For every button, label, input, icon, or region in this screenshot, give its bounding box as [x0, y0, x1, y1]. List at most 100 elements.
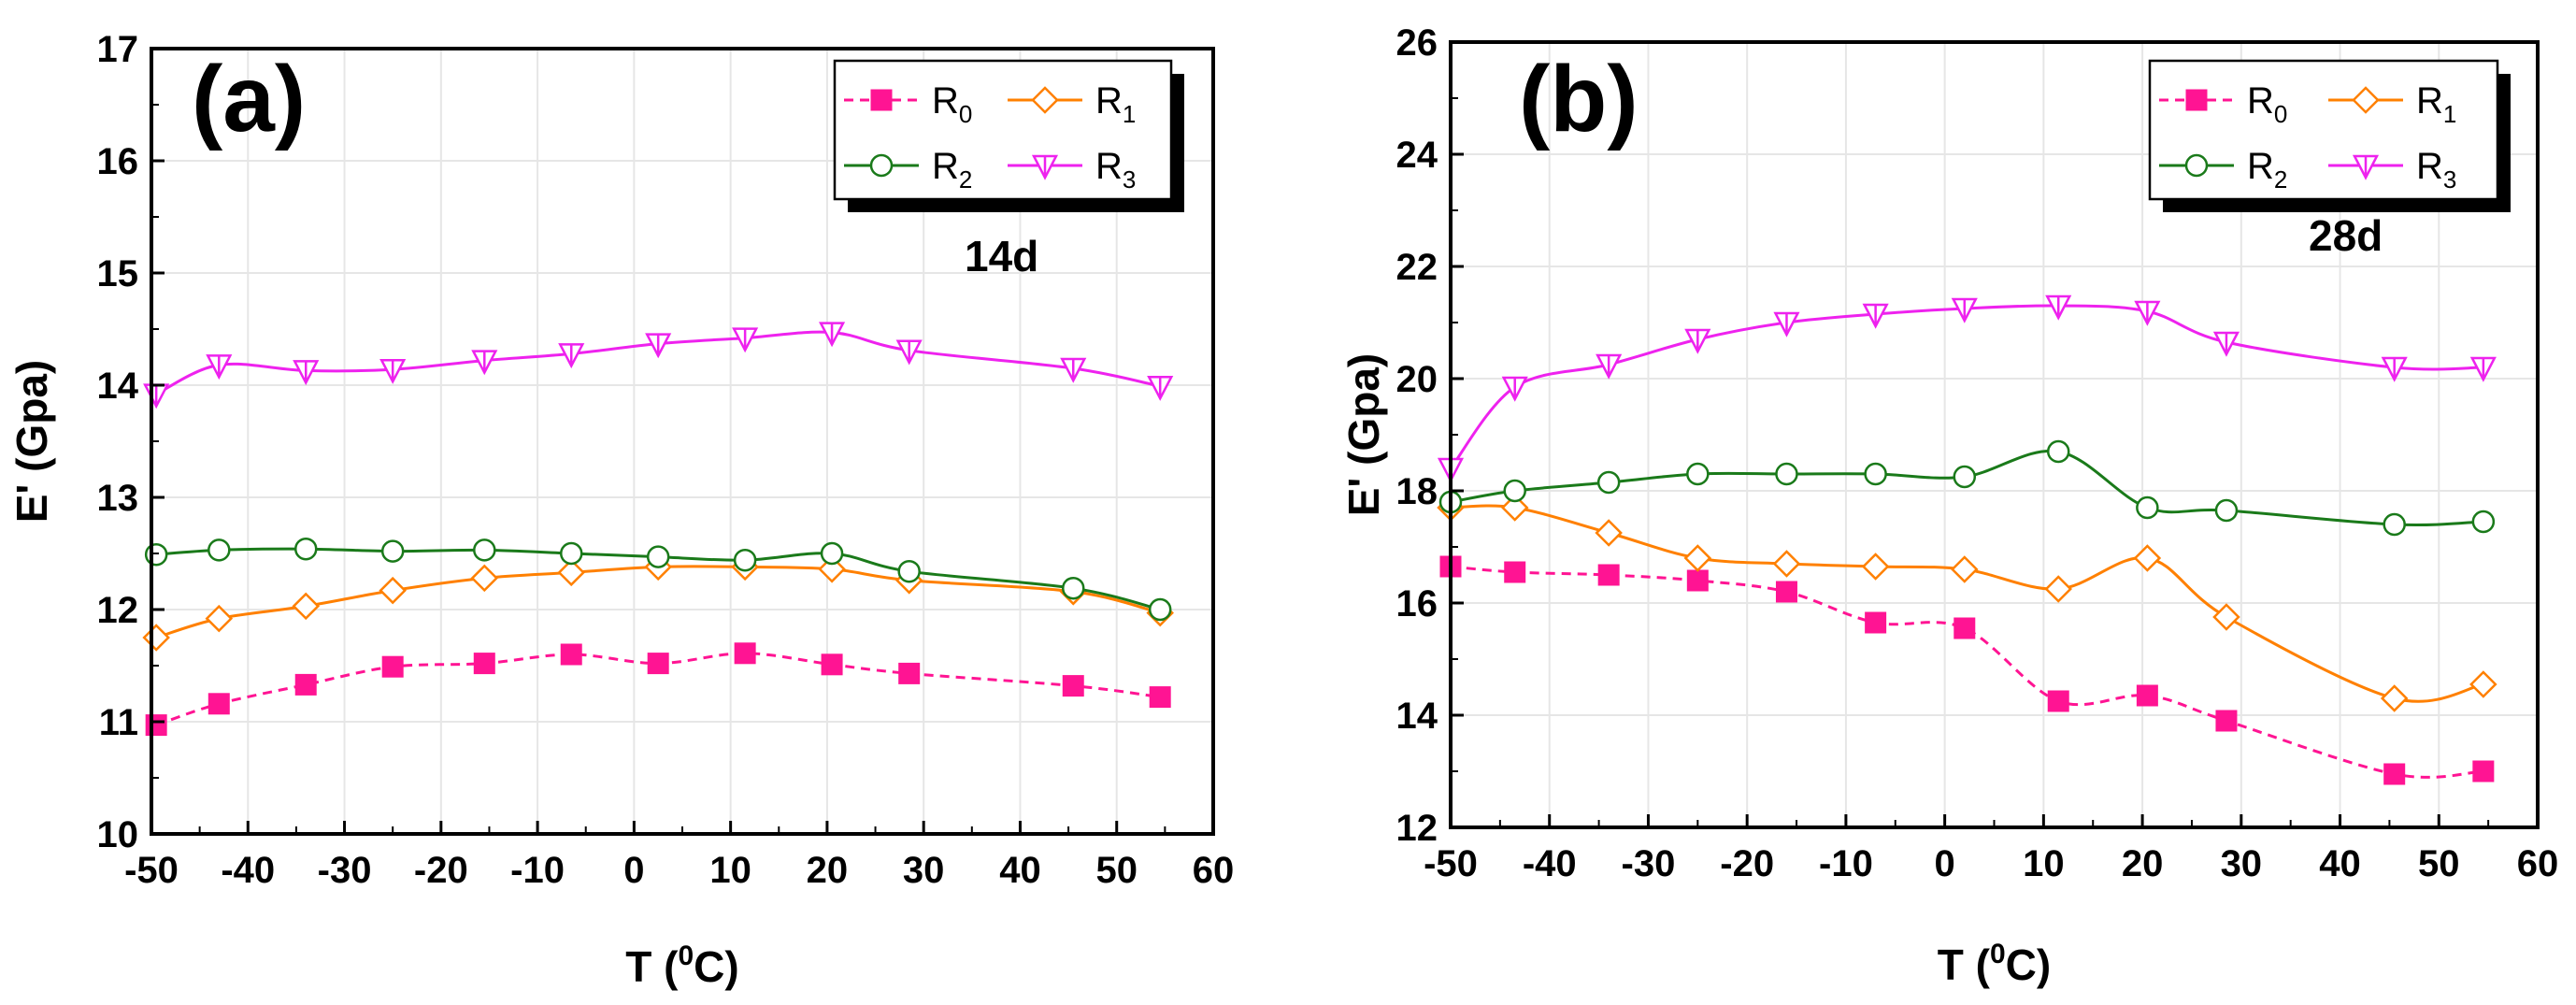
- x-tick-label: -50: [124, 850, 179, 891]
- data-point: [206, 354, 233, 380]
- chart-panel-a: -50 -40 -30 -20 -10 0 10 20 30 40 50 60 10 11 12 13 14 15…: [7, 29, 1234, 991]
- x-tick-label: 40: [2319, 843, 2361, 884]
- data-point: [1953, 465, 1977, 489]
- data-point: [379, 576, 407, 605]
- data-point: [820, 541, 844, 566]
- data-point: [1060, 357, 1087, 383]
- y-ticks: 10 11 12 13 14 15 16 17: [97, 29, 165, 855]
- legend-label: R0: [932, 80, 972, 128]
- x-tick-label: 10: [2023, 843, 2065, 884]
- data-point: [2469, 670, 2497, 698]
- y-tick-label: 22: [1396, 247, 1438, 288]
- data-point: [2136, 495, 2159, 520]
- y-tick-label: 14: [97, 366, 139, 407]
- data-point: [733, 548, 757, 572]
- y-tick-label: 14: [1396, 696, 1438, 737]
- y-tick-label: 10: [97, 814, 139, 855]
- legend: R0 R1 R2 R3: [833, 59, 1184, 212]
- age-label: 28d: [2309, 211, 2383, 260]
- data-point: [1501, 376, 1528, 402]
- data-point: [1684, 328, 1711, 354]
- legend-marker: [2185, 89, 2208, 111]
- data-point: [144, 542, 168, 567]
- x-tick-label: -20: [1720, 843, 1774, 884]
- x-tick-label: -40: [221, 850, 275, 891]
- data-point: [471, 350, 498, 376]
- data-point: [1775, 462, 1798, 486]
- y-tick-label: 17: [97, 29, 139, 70]
- data-point: [2136, 684, 2158, 707]
- x-tick-label: -20: [414, 850, 468, 891]
- series-r3: [143, 322, 1174, 409]
- data-point: [732, 327, 759, 353]
- legend-box: [833, 59, 1173, 201]
- legend-entry: R2: [2159, 146, 2287, 194]
- legend-marker: [2352, 154, 2380, 180]
- y-tick-label: 16: [97, 141, 139, 182]
- data-point: [1951, 297, 1978, 323]
- data-point: [143, 383, 170, 409]
- series-r2: [1438, 439, 2496, 537]
- data-point: [1683, 544, 1712, 572]
- data-point: [2212, 331, 2240, 357]
- y-tick-label: 15: [97, 253, 139, 294]
- legend-label: R1: [2416, 80, 2456, 128]
- y-tick-label: 24: [1396, 135, 1438, 176]
- x-tick-label: -10: [1819, 843, 1873, 884]
- data-point: [208, 538, 231, 562]
- x-tick-label: 20: [807, 850, 849, 891]
- data-point: [821, 653, 843, 676]
- data-point: [1504, 561, 1526, 583]
- data-point: [898, 662, 921, 684]
- series-r1: [142, 553, 1174, 652]
- data-point: [1772, 550, 1801, 578]
- y-ticks: 12 14 16 18 20 22 24 26: [1396, 22, 1464, 849]
- legend-marker: [1031, 86, 1059, 114]
- x-tick-label: 10: [709, 850, 751, 891]
- data-point: [559, 541, 583, 566]
- data-point: [381, 655, 404, 678]
- data-point: [1596, 353, 1623, 380]
- y-tick-label: 12: [1396, 808, 1438, 849]
- data-point: [473, 653, 495, 675]
- data-point: [208, 693, 230, 715]
- series-line: [155, 652, 1161, 727]
- y-tick-label: 18: [1396, 471, 1438, 512]
- data-point: [205, 604, 234, 633]
- data-point: [294, 673, 317, 696]
- data-point: [1147, 375, 1174, 401]
- legend-entry: R3: [1008, 146, 1136, 194]
- legend-entry: R0: [2159, 80, 2287, 128]
- x-tick-label: -30: [318, 850, 372, 891]
- data-point: [897, 559, 921, 583]
- data-point: [645, 333, 672, 359]
- x-tick-label: 0: [1935, 843, 1955, 884]
- x-tick-label: 60: [2517, 843, 2559, 884]
- data-point: [2133, 544, 2162, 572]
- panel-label: (a): [192, 47, 306, 151]
- legend-marker: [870, 89, 893, 111]
- x-axis-label: T (0C): [625, 940, 738, 991]
- chart-panel-b: -50 -40 -30 -20 -10 0 10 20 30 40 50 60 12 14 16 18 20 22…: [1339, 22, 2558, 989]
- data-point: [734, 642, 756, 665]
- data-point: [470, 564, 499, 593]
- data-point: [293, 360, 320, 386]
- age-label: 14d: [965, 232, 1038, 280]
- data-point: [2045, 294, 2072, 321]
- x-tick-label: 20: [2122, 843, 2164, 884]
- series-line: [1449, 304, 2483, 469]
- data-point: [2469, 356, 2497, 382]
- legend-label: R3: [2416, 146, 2456, 194]
- data-point: [1862, 303, 1889, 329]
- data-point: [895, 339, 923, 366]
- data-point: [2383, 763, 2406, 785]
- data-point: [473, 538, 496, 562]
- legend-entry: R1: [1008, 80, 1136, 128]
- series-r3: [1437, 294, 2497, 483]
- x-tick-label: 30: [903, 850, 945, 891]
- data-point: [1503, 479, 1526, 503]
- data-point: [1864, 462, 1887, 486]
- data-point: [1951, 555, 1979, 583]
- data-point: [560, 643, 582, 666]
- series-r1: [1437, 494, 2497, 712]
